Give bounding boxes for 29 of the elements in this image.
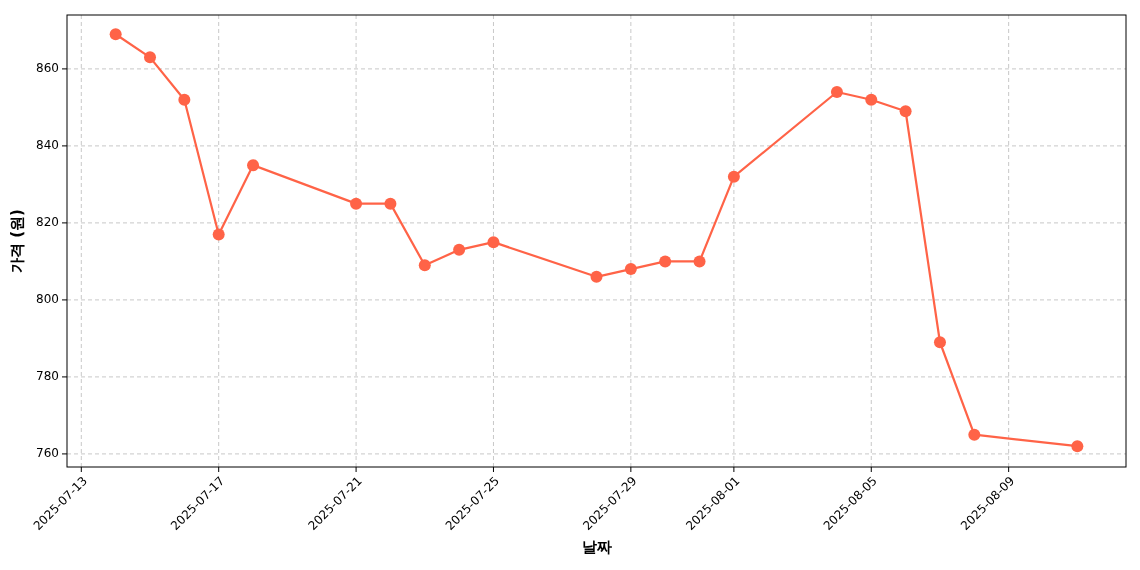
point <box>693 255 706 268</box>
point <box>384 197 397 210</box>
point <box>178 93 191 106</box>
y-axis-title: 가격 (원) <box>8 209 26 273</box>
point <box>899 105 912 118</box>
point <box>487 236 500 249</box>
point <box>590 270 603 283</box>
point <box>109 28 122 41</box>
point <box>968 428 981 441</box>
x-axis-title: 날짜 <box>581 538 612 556</box>
point <box>1071 440 1084 453</box>
y-tick-label: 760 <box>36 446 59 461</box>
point <box>212 228 225 241</box>
y-tick-label: 820 <box>36 215 59 230</box>
y-tick-label: 780 <box>36 369 59 384</box>
point <box>144 51 156 64</box>
point <box>933 336 946 349</box>
point <box>350 197 363 210</box>
point <box>830 86 843 98</box>
point <box>659 255 672 268</box>
point <box>247 159 260 172</box>
point <box>865 93 878 106</box>
point <box>624 263 637 276</box>
point <box>418 259 431 272</box>
y-tick-label: 860 <box>36 61 59 76</box>
point <box>453 243 466 256</box>
point <box>727 170 740 183</box>
y-tick-label: 840 <box>36 138 59 153</box>
y-tick-label: 800 <box>36 292 59 307</box>
